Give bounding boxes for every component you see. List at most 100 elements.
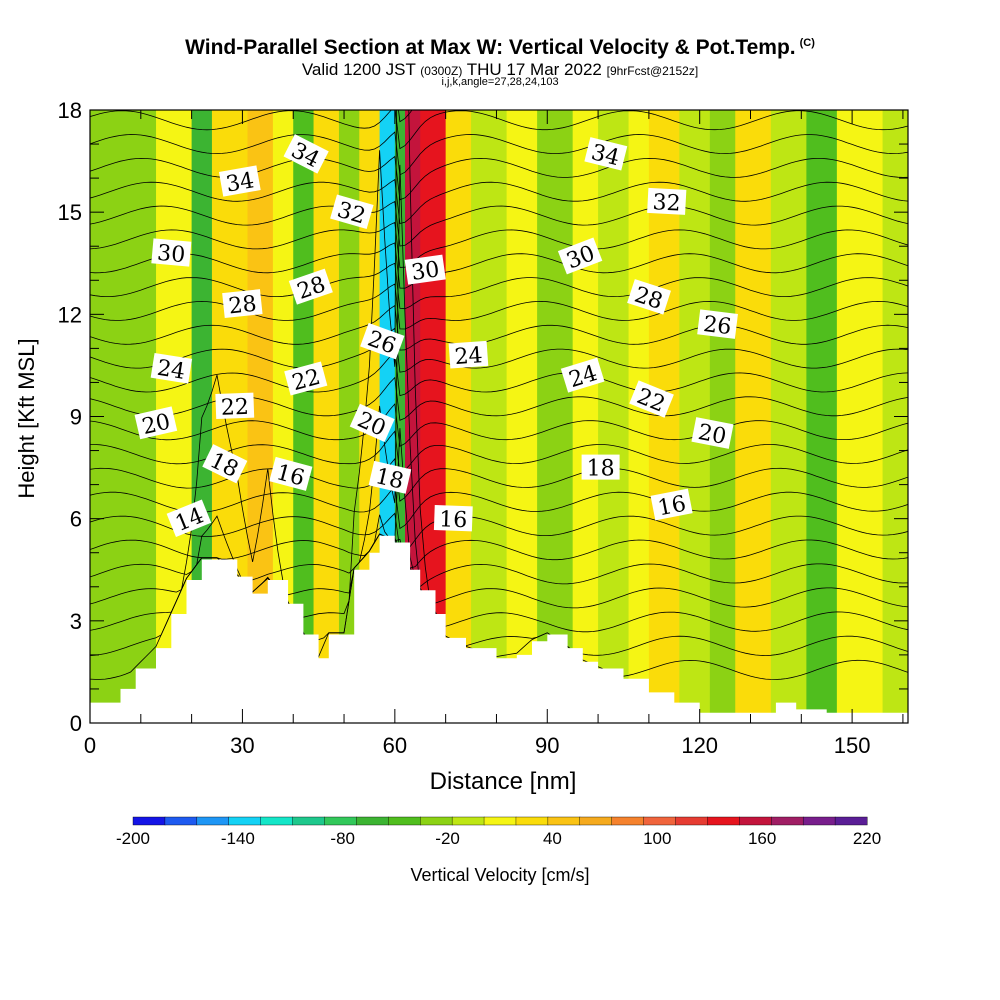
field-band (506, 110, 538, 723)
theta-label-text: 32 (652, 190, 681, 216)
theta-label: 32 (647, 187, 687, 217)
field-band (709, 110, 736, 723)
theta-contour-line (90, 351, 908, 397)
theta-label-box (557, 237, 603, 275)
theta-label-box (151, 238, 192, 267)
colorbar-swatch (356, 816, 389, 826)
theta-label: 22 (215, 392, 255, 421)
field-band (628, 110, 650, 723)
colorbar-swatch (707, 816, 740, 826)
colorbar-swatch (164, 816, 198, 826)
theta-label-text: 22 (220, 395, 249, 421)
field-band (338, 110, 360, 723)
field-band (471, 110, 508, 723)
theta-label-text: 18 (587, 457, 615, 482)
field-band (572, 110, 599, 723)
colorbar-tick-label: 160 (748, 829, 776, 848)
theta-contour-line (90, 200, 908, 247)
theta-contour-line (90, 533, 908, 569)
theta-label-box (269, 456, 313, 491)
colorbar-swatch (388, 816, 421, 826)
colorbar-swatch (643, 816, 677, 826)
theta-label-box (202, 444, 248, 484)
axis-ticks (89, 109, 908, 724)
colorbar-swatch (228, 816, 262, 826)
theta-label: 20 (134, 406, 178, 440)
theta-label-text: 24 (155, 356, 187, 385)
theta-contour-line (90, 221, 908, 268)
theta-label: 16 (433, 505, 473, 533)
colorbar-swatch (579, 816, 613, 826)
colorbar-swatch (547, 816, 581, 826)
colorbar-tick-label: -80 (330, 829, 355, 848)
theta-contour-line (90, 178, 908, 225)
colorbar-swatch (196, 816, 230, 826)
theta-label: 16 (650, 488, 693, 521)
theta-label-text: 24 (454, 343, 484, 370)
colorbar-swatch (483, 816, 517, 826)
theta-label: 30 (404, 254, 446, 286)
colorbar-swatch (834, 816, 868, 826)
field-band (537, 110, 574, 723)
y-tick-label: 6 (70, 507, 82, 532)
theta-label: 24 (560, 357, 605, 393)
colorbar: -200 -140 -80 -20 40 100 160 220 Vertical Veloci… (116, 816, 881, 885)
theta-contour-line (90, 242, 908, 289)
theta-label-box (218, 165, 261, 197)
field-band (770, 110, 807, 723)
theta-contour-line (90, 304, 908, 351)
theta-label-box (215, 392, 255, 419)
colorbar-swatch (132, 816, 166, 826)
y-tick-label: 15 (58, 200, 82, 225)
colorbar-tick-label: -140 (221, 829, 255, 848)
forecast-info: [9hrFcst@2152z] (606, 64, 699, 78)
colorbar-tick-label: 100 (643, 829, 671, 848)
theta-label-text: 30 (410, 257, 441, 286)
theta-contour-line (90, 164, 908, 656)
field-band (735, 110, 772, 723)
colorbar-tick-label: -20 (435, 829, 460, 848)
theta-contour-line (90, 457, 908, 502)
theta-label-box (404, 254, 446, 285)
colorbar-swatch (451, 816, 485, 826)
y-tick-label: 18 (58, 98, 82, 123)
x-tick-label: 150 (834, 733, 871, 758)
theta-label-box (349, 403, 395, 442)
field-band (806, 110, 838, 723)
chart-title-text: Wind-Parallel Section at Max W: Vertical… (185, 36, 796, 59)
theta-label-text: 28 (227, 292, 257, 320)
field-band (836, 110, 884, 723)
theta-label-text: 30 (156, 241, 186, 268)
theta-label-box (584, 137, 628, 171)
theta-label-box (560, 357, 605, 393)
theta-label-box (288, 268, 333, 305)
theta-label-box (368, 460, 412, 494)
theta-label-box (647, 187, 687, 215)
theta-contour-line (90, 512, 908, 553)
theta-label: 28 (288, 268, 333, 305)
theta-label: 24 (150, 352, 193, 385)
theta-label-text: 20 (696, 420, 728, 450)
y-tick-label: 0 (70, 711, 82, 736)
theta-label-box (691, 417, 734, 449)
y-axis-label: Height [Kft MSL] (14, 338, 39, 498)
theta-label-text: 26 (702, 312, 733, 340)
theta-label-box (448, 340, 489, 369)
chart-indices: i,j,k,angle=27,28,24,103 (441, 76, 559, 88)
colorbar-label: Vertical Velocity [cm/s] (410, 865, 589, 885)
theta-label-box (330, 194, 374, 229)
valid-date: THU 17 Mar 2022 (466, 60, 602, 79)
theta-label-box (650, 488, 693, 521)
field-band (445, 110, 472, 723)
theta-label-text: 16 (439, 507, 468, 533)
theta-label-box (581, 454, 620, 480)
x-tick-label: 90 (535, 733, 559, 758)
theta-label-box (627, 279, 671, 315)
theta-contour-line (90, 110, 908, 150)
field-band (394, 110, 406, 723)
theta-label-text: 20 (140, 409, 173, 440)
x-tick-label: 30 (230, 733, 254, 758)
theta-label-box (166, 499, 212, 537)
theta-label-box (629, 380, 674, 418)
